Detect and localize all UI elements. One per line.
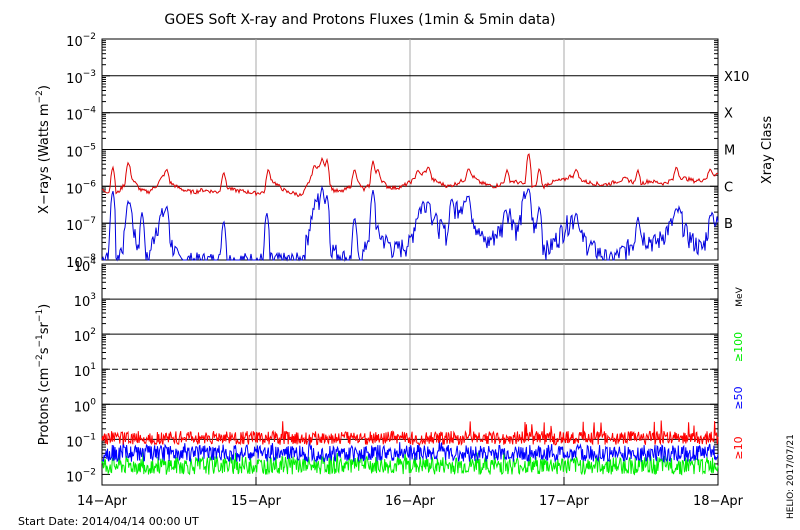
proton-ytick-label: 10−1 <box>66 432 96 450</box>
proton-ytick-label: 101 <box>74 362 96 380</box>
xray-class-label: B <box>724 217 733 232</box>
xray-class-label: X10 <box>724 70 749 85</box>
xray-class-axis-label: Xray Class <box>760 116 775 184</box>
xray-panel: 10−2 10−3 10−4 10−5 10−6 10−7 10−8 X−rays (Watt… <box>35 32 775 271</box>
proton-ytick-label: 103 <box>74 292 96 310</box>
xray-ytick-label: 10−3 <box>66 69 96 87</box>
xray-ytick-label: 10−7 <box>66 216 96 234</box>
proton-series-line-p10 <box>101 420 719 446</box>
proton-legend-p10: ≥10 <box>732 436 745 459</box>
proton-legend-p50: ≥50 <box>732 386 745 409</box>
proton-ytick-label: 100 <box>74 397 97 415</box>
proton-ylabel: Protons (cm−2s−1sr−1) <box>35 304 52 446</box>
xray-series-line-long <box>101 153 719 198</box>
proton-legend-unit: MeV <box>735 286 745 306</box>
x-tick-label: 15−Apr <box>231 494 282 509</box>
xray-class-label: X <box>724 107 733 122</box>
proton-ytick-label: 104 <box>74 257 97 275</box>
proton-ytick-label: 102 <box>74 327 96 345</box>
proton-legend-p100: ≥100 <box>732 332 745 362</box>
xray-ytick-label: 10−4 <box>66 106 96 124</box>
xray-ytick-label: 10−5 <box>66 143 96 161</box>
proton-panel: 104 103 102 101 100 10−1 10−2 Protons (cm−2s−1s… <box>35 257 745 486</box>
x-axis: 14−Apr 15−Apr 16−Apr 17−Apr 18−Apr <box>77 477 744 509</box>
proton-ytick-label: 10−2 <box>66 467 96 485</box>
xray-series-line-short <box>101 185 719 262</box>
xray-ytick-label: 10−6 <box>66 179 96 197</box>
xray-ytick-label: 10−2 <box>66 32 96 50</box>
x-tick-label: 16−Apr <box>385 494 436 509</box>
start-date-label: Start Date: 2014/04/14 00:00 UT <box>18 515 199 528</box>
xray-class-label: C <box>724 180 733 195</box>
chart-title: GOES Soft X-ray and Protons Fluxes (1min… <box>164 12 555 28</box>
proton-series-line-p50 <box>101 439 719 463</box>
xray-class-label: M <box>724 144 735 159</box>
x-tick-label: 17−Apr <box>539 494 590 509</box>
x-tick-label: 18−Apr <box>693 494 744 509</box>
xray-ylabel: X−rays (Watts m−2) <box>35 85 52 214</box>
credit-label: HELIO: 2017/07/21 <box>786 434 796 519</box>
xray-ytick-label: 10−8 <box>66 253 96 271</box>
x-tick-label: 14−Apr <box>77 494 128 509</box>
